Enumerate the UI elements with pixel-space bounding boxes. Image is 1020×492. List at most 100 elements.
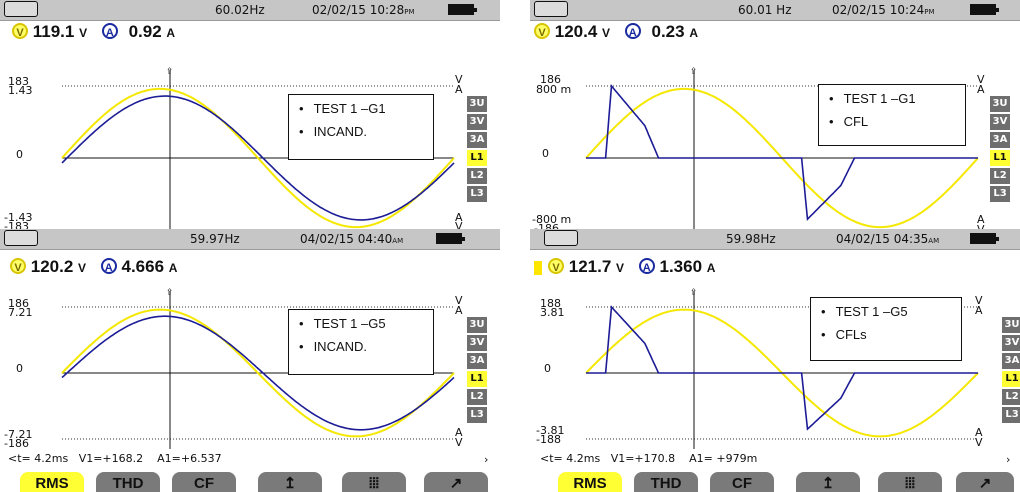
softkey-bars[interactable]: ⦙⦙⦙ (878, 472, 942, 492)
waveform-mode-icon[interactable] (534, 1, 568, 17)
side-button-3u[interactable]: 3U (990, 96, 1010, 112)
side-button-3v[interactable]: 3V (467, 114, 487, 130)
cursor-v1: V1=+168.2 (78, 452, 144, 465)
softkey-cursor[interactable]: ↥ (258, 472, 322, 492)
status-bar: 60.01 Hz 02/02/15 10:24PM (530, 0, 1020, 21)
panel-bottom-left: 59.97Hz 04/02/15 04:40AM V 120.2 V A 4.6… (0, 229, 500, 492)
softkey-thd[interactable]: THD (96, 472, 160, 492)
cursor-arrow-icon: ⇧ (166, 288, 174, 298)
side-button-l2[interactable]: L2 (467, 389, 487, 405)
softkey-cursor[interactable]: ↥ (796, 472, 860, 492)
legend: TEST 1 –G1 INCAND. (288, 94, 434, 160)
side-button-3a[interactable]: 3A (1002, 353, 1020, 369)
voltage-trace (61, 308, 455, 438)
side-button-3v[interactable]: 3V (467, 335, 487, 351)
voltage-value: 120.2 (30, 257, 74, 276)
scroll-right-icon[interactable]: › (1006, 453, 1011, 466)
softkey-phasor[interactable]: ↗ (956, 472, 1014, 492)
panel-top-right: 60.01 Hz 02/02/15 10:24PM V 120.4 V A 0.… (530, 0, 1020, 246)
current-value: 1.360 (659, 257, 703, 276)
scale-v-bottom: -188 (536, 433, 561, 446)
axis-unit-v: V (975, 294, 983, 307)
legend-item: INCAND. (299, 339, 425, 354)
softkey-rms[interactable]: RMS (20, 472, 84, 492)
current-trace (586, 305, 978, 431)
axis-unit-a: A (455, 83, 463, 96)
voltage-value: 119.1 (32, 22, 75, 41)
voltage-value: 121.7 (568, 257, 612, 276)
side-button-3v[interactable]: 3V (990, 114, 1010, 130)
side-button-l1[interactable]: L1 (467, 371, 487, 387)
frequency: 60.01 Hz (738, 3, 792, 17)
waveform-mode-icon[interactable] (4, 230, 38, 246)
current-trace (61, 95, 455, 221)
axis-unit-v-bottom: V (455, 436, 463, 449)
cursor-readout: <t= 4.2ms V1=+168.2 A1=+6.537 (8, 452, 222, 465)
cursor-arrow-icon: ⇧ (690, 288, 698, 298)
cursor-v1: V1=+170.8 (610, 452, 676, 465)
axis-unit-a-bottom: A (455, 211, 463, 224)
axis-unit-a: A (455, 304, 463, 317)
cursor-time: <t= 4.2ms (540, 452, 601, 465)
battery-icon (970, 4, 999, 15)
scale-v-top: 186 (8, 297, 29, 310)
side-button-column: 3U 3V 3A L1 L2 L3 (990, 96, 1010, 204)
side-button-l3[interactable]: L3 (1002, 407, 1020, 423)
side-button-3a[interactable]: 3A (467, 353, 487, 369)
axis-unit-a: A (975, 304, 983, 317)
voltage-channel-icon: V (10, 258, 26, 274)
softkey-rms[interactable]: RMS (558, 472, 622, 492)
side-button-3a[interactable]: 3A (990, 132, 1010, 148)
status-bar: 59.98Hz 04/02/15 04:35AM (530, 229, 1020, 250)
scale-v-bottom: -186 (534, 223, 559, 234)
frequency: 59.97Hz (190, 232, 240, 246)
scale-v-bottom: -183 (4, 220, 29, 233)
cursor-arrow-icon: ⇧ (690, 67, 698, 77)
selection-marker (534, 261, 542, 275)
softkey-thd[interactable]: THD (634, 472, 698, 492)
current-channel-icon: A (624, 23, 641, 39)
scale-a-top: 800 m (536, 83, 572, 96)
axis-unit-a-bottom: A (975, 426, 983, 439)
waveform-mode-icon[interactable] (544, 230, 578, 246)
axis-unit-v: V (455, 73, 463, 86)
scale-zero: 0 (16, 148, 23, 161)
side-button-l1[interactable]: L1 (990, 150, 1010, 166)
axis-unit-v: V (977, 73, 985, 86)
side-button-column: 3U 3V 3A L1 L2 L3 (1002, 317, 1020, 425)
panel-bottom-right: 59.98Hz 04/02/15 04:35AM V 121.7 V A 1.3… (530, 229, 1020, 492)
current-value: 0.92 (128, 22, 162, 41)
current-trace (61, 315, 455, 431)
softkey-bars[interactable]: ⦙⦙⦙ (342, 472, 406, 492)
frequency: 59.98Hz (726, 232, 776, 246)
battery-icon (970, 233, 999, 244)
side-button-l2[interactable]: L2 (1002, 389, 1020, 405)
scale-zero: 0 (544, 362, 551, 375)
current-channel-icon: A (638, 258, 655, 274)
voltage-trace (61, 87, 455, 229)
scale-a-bottom: -3.81 (536, 424, 565, 437)
softkey-cf[interactable]: CF (710, 472, 774, 492)
side-button-3v[interactable]: 3V (1002, 335, 1020, 351)
side-button-3u[interactable]: 3U (467, 96, 487, 112)
side-button-l3[interactable]: L3 (990, 186, 1010, 202)
panel-top-left: 60.02Hz 02/02/15 10:28PM V 119.1 V A 0.9… (0, 0, 500, 246)
side-button-3u[interactable]: 3U (467, 317, 487, 333)
softkey-phasor[interactable]: ↗ (424, 472, 488, 492)
axis-unit-v-bottom: V (455, 220, 463, 233)
side-button-l2[interactable]: L2 (467, 168, 487, 184)
side-button-l1[interactable]: L1 (467, 150, 487, 166)
scale-a-bottom: -1.43 (4, 211, 33, 224)
side-button-3u[interactable]: 3U (1002, 317, 1020, 333)
cursor-readout: <t= 4.2ms V1=+170.8 A1= +979m (540, 452, 757, 465)
side-button-l1[interactable]: L1 (1002, 371, 1020, 387)
softkey-cf[interactable]: CF (172, 472, 236, 492)
side-button-l3[interactable]: L3 (467, 186, 487, 202)
measurement-readout: V 120.4 V A 0.23 A (534, 22, 698, 46)
side-button-3a[interactable]: 3A (467, 132, 487, 148)
scroll-right-icon[interactable]: › (484, 453, 489, 466)
datetime: 04/02/15 04:35AM (836, 232, 940, 246)
side-button-l3[interactable]: L3 (467, 407, 487, 423)
waveform-mode-icon[interactable] (4, 1, 38, 17)
side-button-l2[interactable]: L2 (990, 168, 1010, 184)
